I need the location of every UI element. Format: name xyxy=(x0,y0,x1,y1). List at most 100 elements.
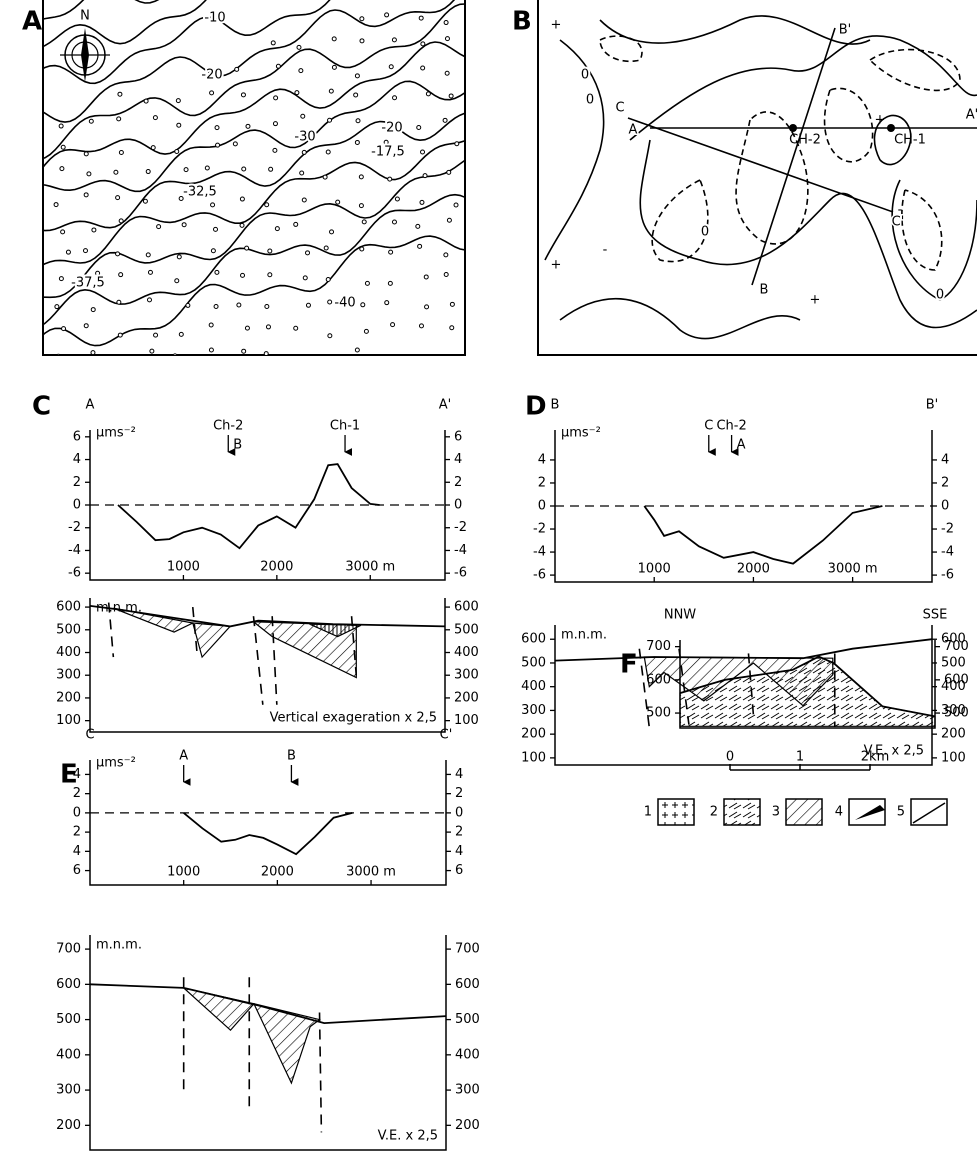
dot xyxy=(208,322,214,328)
map-a xyxy=(43,0,465,355)
dot xyxy=(299,170,305,176)
dot xyxy=(215,142,221,148)
dot xyxy=(172,353,178,355)
y2-tick-label: 400 xyxy=(941,679,966,694)
profile-label: A xyxy=(629,123,638,138)
fault xyxy=(638,648,651,728)
y2-tick-label: 0 xyxy=(454,498,462,513)
y-tick-label: 700 xyxy=(646,639,671,654)
dot xyxy=(210,202,216,208)
dot xyxy=(327,333,333,339)
dot xyxy=(354,139,360,145)
dot xyxy=(244,325,250,331)
y-tick-label: 600 xyxy=(56,977,81,992)
dot xyxy=(443,272,449,278)
dot xyxy=(394,196,400,202)
annotation: Ch-2 xyxy=(213,419,243,434)
dot xyxy=(204,165,210,171)
dot xyxy=(387,176,393,182)
y-tick-label: 300 xyxy=(521,703,546,718)
hatched-body xyxy=(181,986,256,1032)
axis-frame xyxy=(89,935,447,1151)
dot xyxy=(152,115,158,121)
y2-tick-label: 6 xyxy=(454,429,462,444)
dot xyxy=(274,226,280,232)
dot xyxy=(268,166,274,172)
dot xyxy=(329,229,335,235)
dot xyxy=(176,122,182,128)
dot xyxy=(331,64,337,70)
contour xyxy=(599,15,871,45)
legend-number: 1 xyxy=(644,805,652,820)
y-tick-label: 400 xyxy=(56,645,81,660)
contour xyxy=(559,297,801,340)
contour xyxy=(639,139,977,329)
sign: + xyxy=(875,113,886,128)
map-b xyxy=(544,15,977,340)
y2-tick-label: 100 xyxy=(454,713,479,728)
dot xyxy=(236,302,242,308)
dot xyxy=(416,124,422,130)
y-tick-label: 4 xyxy=(73,767,81,782)
y2-tick-label: 4 xyxy=(941,452,949,467)
contour xyxy=(43,0,331,85)
y-tick-label: -4 xyxy=(68,543,81,558)
contour-label: -32,5 xyxy=(183,185,217,200)
dot xyxy=(53,202,59,208)
dot xyxy=(181,222,187,228)
legend-swatch xyxy=(723,798,761,826)
y2-tick-label: 700 xyxy=(944,639,969,654)
annotation-tag: A xyxy=(737,438,746,453)
x-tick-label: 2000 xyxy=(737,562,770,577)
dot xyxy=(298,68,304,74)
dot xyxy=(214,125,220,131)
y-tick-label: 500 xyxy=(521,655,546,670)
dot xyxy=(418,15,424,21)
y-tick-label: 4 xyxy=(73,844,81,859)
y-axis-label: m.n.m. xyxy=(561,628,607,643)
dot xyxy=(91,227,97,233)
y-tick-label: -4 xyxy=(533,545,546,560)
dot xyxy=(359,246,365,252)
dot xyxy=(417,243,423,249)
dot xyxy=(147,269,153,275)
map-b-frame xyxy=(537,0,977,356)
dot xyxy=(354,347,360,353)
y-tick-label: 300 xyxy=(56,668,81,683)
contour-label: -30 xyxy=(294,130,315,145)
dot xyxy=(325,149,331,155)
scale-label: 1 xyxy=(796,750,804,765)
y2-tick-label: 200 xyxy=(941,727,966,742)
fault xyxy=(191,607,199,658)
dot xyxy=(215,73,221,79)
y2-tick-label: 2 xyxy=(455,786,463,801)
dot xyxy=(264,304,270,310)
dot xyxy=(145,252,151,258)
y2-tick-label: 100 xyxy=(941,750,966,765)
contour xyxy=(43,80,465,193)
y2-tick-label: 200 xyxy=(454,690,479,705)
dot xyxy=(178,196,184,202)
y-tick-label: 2 xyxy=(73,475,81,490)
y2-tick-label: 300 xyxy=(941,703,966,718)
y2-tick-label: 4 xyxy=(455,767,463,782)
dot xyxy=(425,91,431,97)
y-tick-label: 2 xyxy=(73,786,81,801)
legend-swatch xyxy=(910,798,948,826)
dot xyxy=(60,144,66,150)
legend-lens xyxy=(855,805,885,820)
y-axis-label: µms⁻² xyxy=(561,426,601,441)
annotation: A xyxy=(179,749,188,764)
dot xyxy=(327,299,333,305)
x-tick-label: 1000 xyxy=(167,865,200,880)
dot xyxy=(176,254,182,260)
fault xyxy=(678,648,690,725)
contour-label: 0 xyxy=(701,225,709,240)
dot xyxy=(301,149,307,155)
y-tick-label: 600 xyxy=(646,672,671,687)
y-tick-label: 600 xyxy=(521,632,546,647)
y-axis-label: µms⁻² xyxy=(96,426,136,441)
dot xyxy=(185,302,191,308)
legend-swatch xyxy=(657,798,695,826)
